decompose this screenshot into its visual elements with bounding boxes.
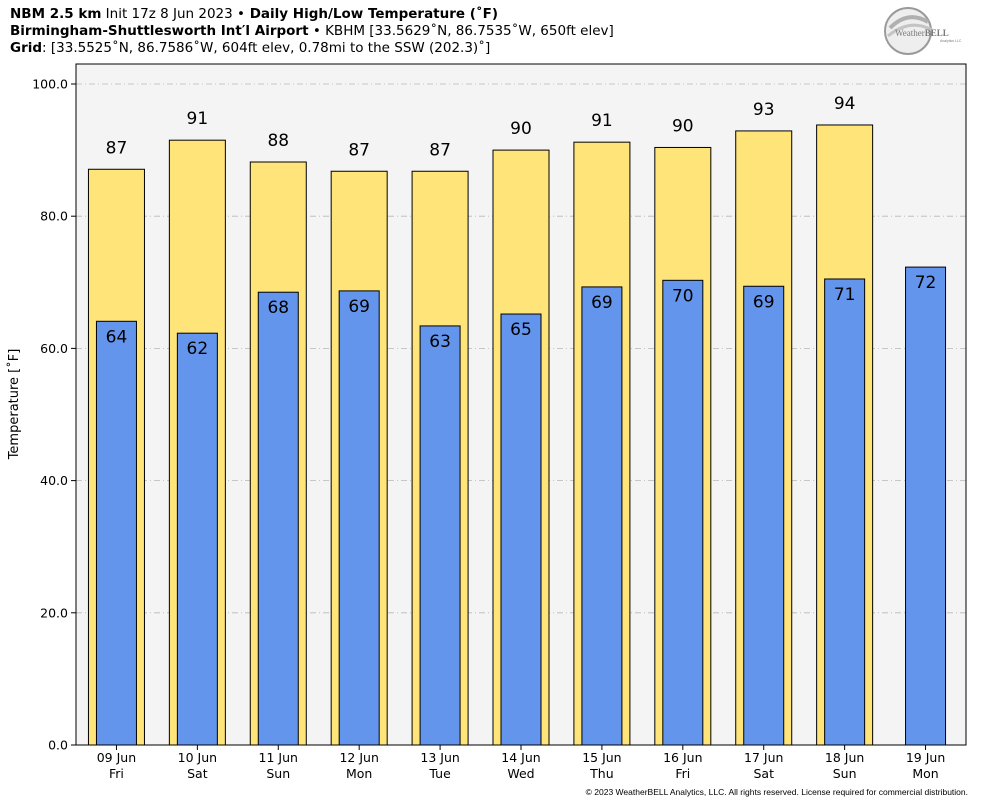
x-tick-weekday: Sat xyxy=(753,766,774,781)
y-tick-label: 80.0 xyxy=(40,209,68,224)
low-temp-bar xyxy=(824,278,866,746)
x-tick-weekday: Sun xyxy=(833,766,857,781)
low-temp-label: 69 xyxy=(348,297,370,317)
y-tick-label: 0.0 xyxy=(48,738,68,753)
x-tick-date: 14 Jun xyxy=(501,750,540,765)
low-temp-label: 63 xyxy=(429,332,451,352)
x-tick-weekday: Mon xyxy=(346,766,372,781)
low-temp-label: 69 xyxy=(591,293,613,313)
chart-header: NBM 2.5 km Init 17z 8 Jun 2023 • Daily H… xyxy=(10,6,614,57)
grid-info: : [33.5525˚N, 86.7586˚W, 604ft elev, 0.7… xyxy=(42,40,491,56)
low-temp-label: 62 xyxy=(187,339,209,359)
svg-text:WeatherBELL: WeatherBELL xyxy=(895,28,949,38)
x-tick-weekday: Wed xyxy=(507,766,534,781)
low-temp-bar xyxy=(419,325,461,746)
station-name: Birmingham-Shuttlesworth Int′l Airport xyxy=(10,23,309,39)
low-temp-bar xyxy=(662,279,704,746)
station-info: • KBHM [33.5629˚N, 86.7535˚W, 650ft elev… xyxy=(308,23,614,39)
weatherbell-logo: WeatherBELL Analytics LLC xyxy=(884,7,962,55)
x-tick-weekday: Sat xyxy=(187,766,208,781)
x-tick-date: 13 Jun xyxy=(420,750,459,765)
low-temp-bar xyxy=(581,286,623,746)
y-tick-label: 60.0 xyxy=(40,341,68,356)
low-temp-label: 70 xyxy=(672,286,694,306)
x-tick-date: 19 Jun xyxy=(906,750,945,765)
x-tick-weekday: Fri xyxy=(675,766,690,781)
y-tick-label: 20.0 xyxy=(40,605,68,620)
y-tick-label: 40.0 xyxy=(40,473,68,488)
model-name: NBM 2.5 km xyxy=(10,6,102,22)
x-tick-weekday: Tue xyxy=(428,766,451,781)
x-tick-date: 10 Jun xyxy=(178,750,217,765)
high-temp-label: 87 xyxy=(348,140,370,160)
low-temp-label: 71 xyxy=(834,285,856,305)
low-temp-bar xyxy=(338,290,380,746)
high-temp-label: 94 xyxy=(834,94,856,114)
x-tick-weekday: Mon xyxy=(912,766,938,781)
x-tick-date: 16 Jun xyxy=(663,750,702,765)
header-line-station: Birmingham-Shuttlesworth Int′l Airport •… xyxy=(10,23,614,40)
header-line-grid: Grid: [33.5525˚N, 86.7586˚W, 604ft elev,… xyxy=(10,40,614,57)
low-temp-label: 68 xyxy=(267,298,289,318)
low-temp-bar xyxy=(743,285,785,746)
high-temp-label: 93 xyxy=(753,100,775,120)
x-tick-date: 09 Jun xyxy=(97,750,136,765)
low-temp-bar xyxy=(95,320,137,746)
low-temp-bar xyxy=(176,332,218,746)
bar-group xyxy=(87,124,947,746)
high-temp-label: 90 xyxy=(510,119,532,139)
low-temp-label: 64 xyxy=(106,327,128,347)
high-temp-label: 87 xyxy=(106,138,128,158)
separator: • xyxy=(237,6,245,22)
y-axis-label: Temperature [˚F] xyxy=(6,349,22,461)
x-tick-date: 15 Jun xyxy=(582,750,621,765)
low-temp-label: 69 xyxy=(753,292,775,312)
product-title: Daily High/Low Temperature (˚F) xyxy=(245,6,499,22)
x-tick-weekday: Sun xyxy=(266,766,290,781)
low-temp-bar xyxy=(500,313,542,746)
grid-label: Grid xyxy=(10,40,43,56)
high-temp-label: 91 xyxy=(591,111,613,131)
high-temp-label: 87 xyxy=(429,140,451,160)
low-temp-bar xyxy=(257,291,299,746)
x-tick-date: 11 Jun xyxy=(259,750,298,765)
y-axis: 0.0 20.0 40.0 60.0 80.0 100.0 xyxy=(32,77,76,753)
low-temp-label: 65 xyxy=(510,320,532,340)
low-temp-label: 72 xyxy=(915,273,937,293)
high-temp-label: 91 xyxy=(187,109,209,129)
y-tick-label: 100.0 xyxy=(32,77,68,92)
x-tick-date: 17 Jun xyxy=(744,750,783,765)
init-time: Init 17z 8 Jun 2023 xyxy=(101,6,238,22)
high-temp-label: 90 xyxy=(672,116,694,136)
bar-value-labels: 87 64 91 62 88 68 87 69 87 63 90 65 91 69 90 70 93 69 94 71… xyxy=(106,94,937,359)
copyright-footer: © 2023 WeatherBELL Analytics, LLC. All r… xyxy=(585,787,968,797)
low-temp-bar xyxy=(905,266,947,746)
x-tick-weekday: Thu xyxy=(589,766,613,781)
high-temp-label: 88 xyxy=(267,131,289,151)
x-tick-date: 12 Jun xyxy=(339,750,378,765)
logo-weather: Weather xyxy=(895,28,925,38)
x-tick-weekday: Fri xyxy=(109,766,124,781)
logo-bell: BELL xyxy=(925,28,949,38)
x-tick-date: 18 Jun xyxy=(825,750,864,765)
logo-sub: Analytics LLC xyxy=(940,39,962,43)
header-line-model: NBM 2.5 km Init 17z 8 Jun 2023 • Daily H… xyxy=(10,6,614,23)
